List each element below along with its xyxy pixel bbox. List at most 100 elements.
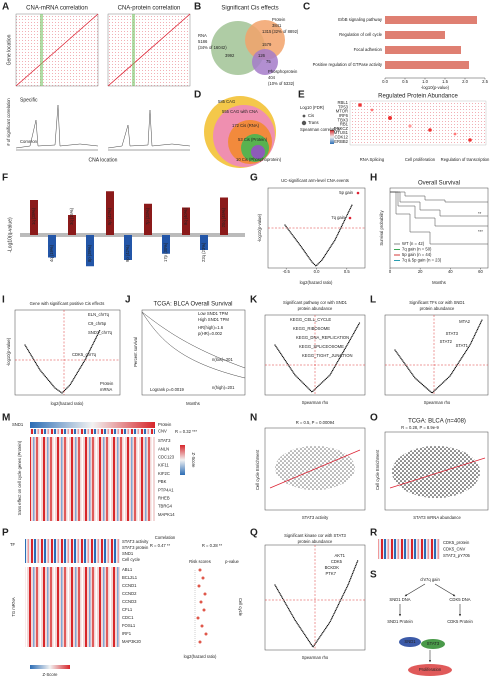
legend-label: Log10 (FDR) — [300, 105, 325, 110]
axis-label: Months — [186, 401, 200, 406]
label: PTK7 — [326, 571, 337, 576]
gene-label: STAT3 — [158, 438, 171, 443]
panel-l-volcano — [384, 314, 489, 396]
axis-label: -log10(p-value) — [421, 85, 450, 90]
axis-label: CNA location — [89, 157, 118, 163]
bar — [385, 31, 445, 39]
axis-label: -log10(p-value) — [6, 337, 11, 366]
x-tick-label: 40 — [448, 269, 453, 274]
label: AKT1 — [335, 553, 346, 558]
label: Z-Score — [191, 453, 196, 469]
label: (10% of 5332) — [268, 81, 295, 86]
panel-letter: I — [2, 295, 5, 306]
label: KEGG_CELL_CYCLE — [290, 317, 331, 322]
label: (34% of 16042) — [198, 45, 227, 50]
panel-title: protein abundance — [298, 306, 333, 311]
label: CNV — [158, 429, 167, 434]
gene-label: TBRG4 — [158, 504, 173, 509]
label: Protein — [272, 17, 286, 22]
set-label: 585 CAG — [218, 99, 235, 104]
axis-label: -log10(p-value) — [257, 213, 262, 242]
panel-r-heatmap — [378, 539, 440, 559]
venn-count: 1579 — [262, 42, 272, 47]
label: High SND1 TPM — [198, 317, 229, 322]
gene-label: MAP3K20 — [122, 639, 142, 644]
node-label: CDK5 DNA — [449, 597, 470, 602]
label: 3841 — [272, 23, 282, 28]
panel-title: TCGA: BLCA Overall Survival — [153, 302, 232, 308]
arm-label: 3q (16%) — [69, 207, 74, 225]
gene-label: RB1 — [340, 122, 349, 127]
panel-s-diagram — [398, 583, 462, 676]
bar — [48, 235, 56, 258]
label: STAT3 — [446, 331, 459, 336]
label: R = 0.47 ** — [150, 543, 171, 548]
gene-label: TP53 — [338, 104, 349, 109]
arm-label: 8q (40%) — [183, 207, 188, 225]
axis-label: Spearman rho — [424, 400, 451, 405]
category-label: Regulation of cell cycle — [339, 32, 382, 37]
x-tick-label: 2.5 — [482, 79, 488, 84]
label: R = 0.5, P = 0.00094 — [296, 420, 335, 425]
gene-label: CDC1 — [122, 615, 134, 620]
label: ** — [478, 211, 482, 216]
x-tick-label: 20 — [418, 269, 423, 274]
gene-label: TBX3 — [338, 117, 349, 122]
panel-letter: K — [250, 295, 258, 306]
bar — [182, 207, 190, 235]
category-label: Positive regulation of GTPase activity — [313, 62, 383, 67]
axis-label: # of significant correlation — [6, 98, 11, 146]
label: KEGG_TIGHT_JUNCTION — [302, 353, 353, 358]
label: MTA2 — [459, 319, 471, 324]
label: Correlation — [155, 535, 176, 540]
panel-title: Gene with significant positive Cis effec… — [30, 301, 105, 306]
gene-label: CDK12 — [335, 135, 349, 140]
label: CDK5 — [331, 559, 343, 564]
gene-label: MTUS1 — [334, 130, 349, 135]
label: Protein — [100, 381, 114, 386]
label: n(high)=201 — [212, 385, 235, 390]
legend-label: 5p gain (n = 44) — [402, 252, 432, 257]
venn-count: 1315 — [262, 29, 272, 34]
panel-letter: O — [370, 413, 378, 424]
node-label: Proliferation — [419, 667, 442, 672]
arm-label: 9p (42%) — [125, 244, 130, 262]
panel-title: CNA-mRNA correlation — [26, 6, 88, 12]
gene-label: IRF1 — [122, 631, 132, 636]
set-label: 53 Cis (Protein) — [238, 137, 268, 142]
label: mRNA — [100, 387, 113, 392]
legend-label: WT (n = 42) — [402, 241, 425, 246]
annotation: Common — [20, 139, 38, 144]
gene-label: IRF6 — [339, 113, 349, 118]
set-label: 10 Cis (Phosphoprotein) — [236, 157, 282, 162]
label: 5186 — [198, 39, 208, 44]
panel-d-nested — [204, 96, 276, 168]
panel-letter: H — [370, 173, 377, 184]
node-label: SND1 DNA — [389, 597, 410, 602]
gene-label: MTOR — [336, 109, 348, 114]
annotation: Specific — [20, 97, 38, 103]
gene-label: KIF11 — [158, 463, 170, 468]
set-label: 172 Cis (RNA) — [232, 123, 260, 128]
x-tick-label: 0.5 — [344, 269, 350, 274]
label: R = 0.32 *** — [175, 429, 197, 434]
label: p-value — [225, 559, 239, 564]
panel-q-volcano — [264, 544, 366, 651]
gene-label: CCND3 — [122, 599, 137, 604]
node-label: SND1 Protein — [387, 619, 413, 624]
x-tick-label: 2.0 — [462, 79, 468, 84]
legend-label: 7q gain (n = 50) — [402, 247, 432, 252]
bar — [385, 16, 477, 24]
panel-letter: E — [298, 90, 305, 101]
node-label: SND1 — [404, 639, 416, 644]
panel-g-volcano — [267, 187, 366, 269]
axis-label: Spearman rho — [302, 400, 329, 405]
label: KEGG_RIBOSOME — [293, 326, 330, 331]
bar — [144, 203, 152, 235]
gene-label: ERBB2 — [334, 139, 348, 144]
label: Logrank p=0.0019 — [150, 387, 185, 392]
panel-o-scatter — [384, 431, 489, 511]
arm-label: 20q (45%) — [221, 207, 226, 227]
category-label: Focal adhesion — [354, 47, 383, 52]
panel-title: protein abundance — [420, 306, 455, 311]
